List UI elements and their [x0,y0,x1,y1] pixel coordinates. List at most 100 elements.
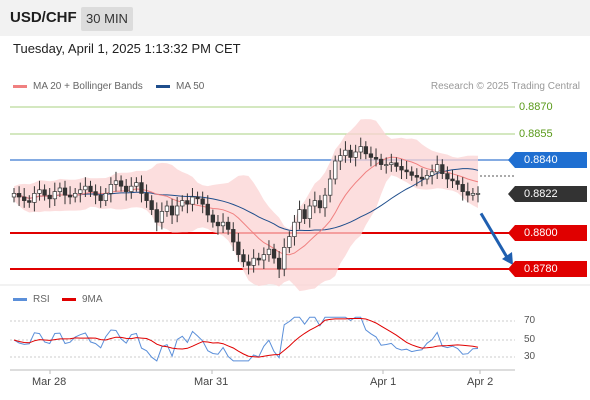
candle-body [144,193,149,201]
level-r1-badge: 0.8840 [508,152,587,168]
candle-body [88,185,93,192]
candle-body [195,196,200,200]
candle-body [363,146,368,155]
candle-body [373,157,379,160]
chart-header: USD/CHF 30 MIN [0,0,590,36]
candle-body [16,193,22,198]
ma9-legend-swatch [62,298,76,301]
rsi-legend-label: RSI [33,294,50,305]
rsi-path [13,316,479,362]
candle-body [409,171,414,176]
candle-body [287,236,292,248]
candle-body [333,160,338,180]
candle-body [414,175,419,178]
candle-body [185,200,190,205]
rsi-tick-50: 50 [524,334,536,345]
candle-body [210,214,216,223]
ma50-path [13,168,479,232]
candle-body [404,169,409,173]
candle-body [327,178,333,196]
candle-body [353,151,358,158]
candle-body [241,254,246,263]
candle-body [118,180,124,187]
candle-body [297,209,302,223]
candle-body [67,194,73,198]
candle-body [11,193,17,198]
candle-body [424,175,430,180]
candle-body [78,189,83,194]
candle-body [384,164,389,166]
candle-body [108,184,114,194]
candle-body [180,200,185,207]
ma20-path [13,156,479,256]
ma50-legend-label: MA 50 [176,81,205,92]
candle-body [261,254,266,261]
rsi-legend-swatch [13,298,27,301]
ma9-legend-label: 9MA [82,294,103,305]
candle-body [389,162,394,165]
candle-body [378,158,384,165]
candle-body [215,221,221,227]
bollinger-bands [14,119,478,292]
candle-body [22,196,27,201]
candle-body [134,182,139,187]
candle-body [271,248,277,259]
candle-body [103,193,108,201]
candle-body [175,205,180,216]
candles [11,137,481,278]
rsi-tick-30: 30 [524,351,536,362]
candle-body [276,257,282,270]
candle-body [220,221,226,227]
research-credit: Research © 2025 Trading Central [430,81,580,92]
candle-body [317,200,323,209]
candle-body [190,196,195,205]
candle-body [282,247,287,270]
candle-body [98,194,103,201]
candle-body [37,189,42,194]
date-label-apr2: Apr 2 [467,376,494,388]
candle-body [226,221,231,230]
candle-body [83,185,88,191]
candle-body [470,193,476,196]
rsi-tick-70: 70 [524,315,536,326]
candle-body [307,205,312,219]
candle-body [302,209,307,219]
timestamp: Tuesday, April 1, 2025 1:13:32 PM CET [13,41,241,56]
bollinger-band-area [14,119,478,292]
candle-body [139,182,144,194]
candle-body [429,171,435,176]
candle-body [256,257,261,261]
candle-body [124,185,129,192]
candle-body [394,162,399,167]
timeframe-button[interactable]: 30 MIN [81,7,133,31]
candle-body [42,189,47,196]
level-r2: 0.8855 [519,128,553,140]
candle-body [251,257,256,266]
candle-body [57,187,63,192]
date-label-apr1: Apr 1 [370,376,397,388]
candle-body [266,248,272,255]
symbol-title: USD/CHF [10,9,77,26]
candle-body [322,194,328,209]
candle-body [399,166,404,171]
candle-body [113,180,119,185]
ma20-legend-swatch [13,85,27,88]
ma50-legend-swatch [156,85,170,88]
forecast-arrow-shaft [479,212,510,260]
candle-body [154,209,159,223]
rsi-lines [13,316,479,362]
candle-body [455,180,460,185]
candle-body [129,185,134,192]
candle-body [343,149,348,156]
level-r3: 0.8870 [519,101,553,113]
candle-body [149,200,154,210]
candle-body [200,198,205,205]
ma20-line [13,156,479,256]
candle-body [368,153,374,158]
candle-body [246,261,251,266]
candle-body [93,191,98,196]
candle-body [205,203,210,216]
candle-body [169,205,175,216]
candle-body [27,200,32,203]
date-label-mar28: Mar 28 [32,376,67,388]
